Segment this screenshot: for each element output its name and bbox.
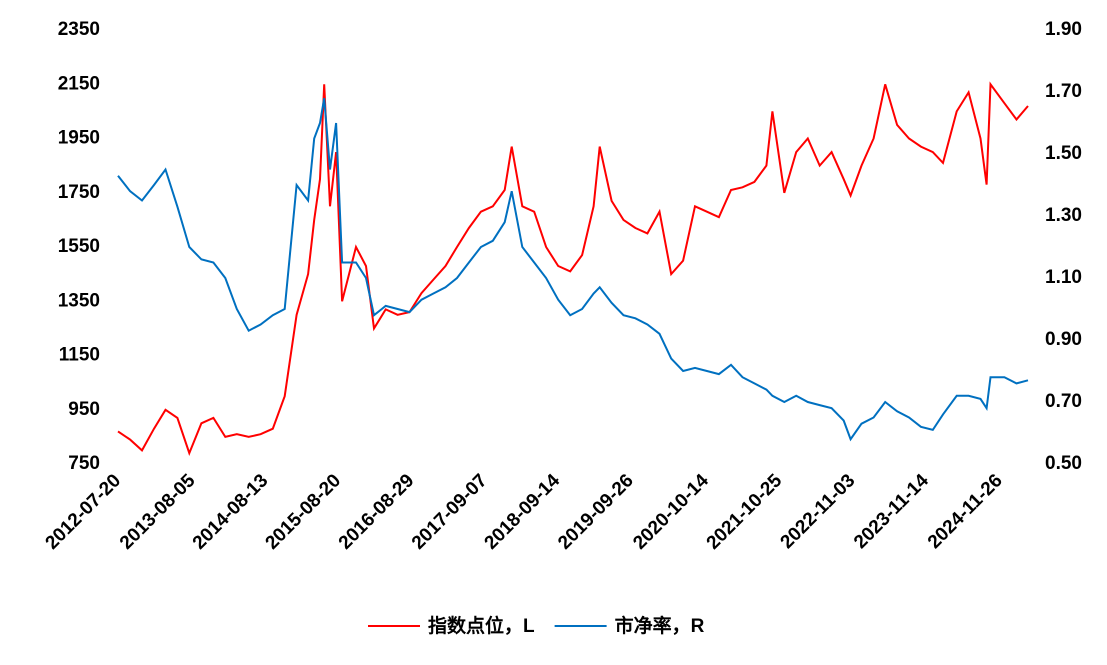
x-tick-label: 2013-08-05 [116,470,200,554]
y-tick-label: 1150 [59,345,100,366]
x-tick-label: 2015-08-20 [262,470,346,554]
y2-tick-label: 1.10 [1045,267,1082,288]
y2-tick-label: 1.30 [1045,205,1082,226]
y2-tick-label: 1.50 [1045,143,1082,164]
legend-label: 市净率，R [615,614,705,637]
x-tick-label: 2017-09-07 [408,470,492,554]
y2-tick-label: 1.90 [1045,19,1082,40]
y-tick-label: 2350 [58,19,100,40]
y-tick-label: 1750 [58,182,100,203]
y-tick-label: 1350 [58,290,100,311]
x-tick-label: 2023-11-14 [850,470,933,553]
x-tick-label: 2014-08-13 [189,470,273,554]
x-tick-label: 2020-10-14 [629,470,713,554]
series-line [117,98,1029,442]
x-tick-label: 2016-08-29 [335,470,419,554]
x-tick-label: 2021-10-25 [703,470,787,554]
x-tick-label: 2022-11-03 [777,470,860,553]
y-tick-label: 2150 [58,73,100,94]
legend-label: 指数点位，L [428,614,535,637]
x-tick-label: 2019-09-26 [554,470,638,554]
y2-tick-label: 1.70 [1045,81,1082,102]
y2-tick-label: 0.90 [1045,329,1082,350]
y-tick-label: 750 [68,453,100,474]
y-tick-label: 1950 [58,128,100,149]
x-tick-label: 2012-07-20 [41,470,125,554]
series-line [117,81,1029,456]
y-tick-label: 1550 [58,236,100,257]
y2-tick-label: 0.50 [1045,453,1082,474]
y2-tick-label: 0.70 [1045,391,1082,412]
x-tick-label: 2018-09-14 [481,470,565,554]
y-tick-label: 950 [68,399,100,420]
x-tick-label: 2024-11-26 [924,470,1007,553]
